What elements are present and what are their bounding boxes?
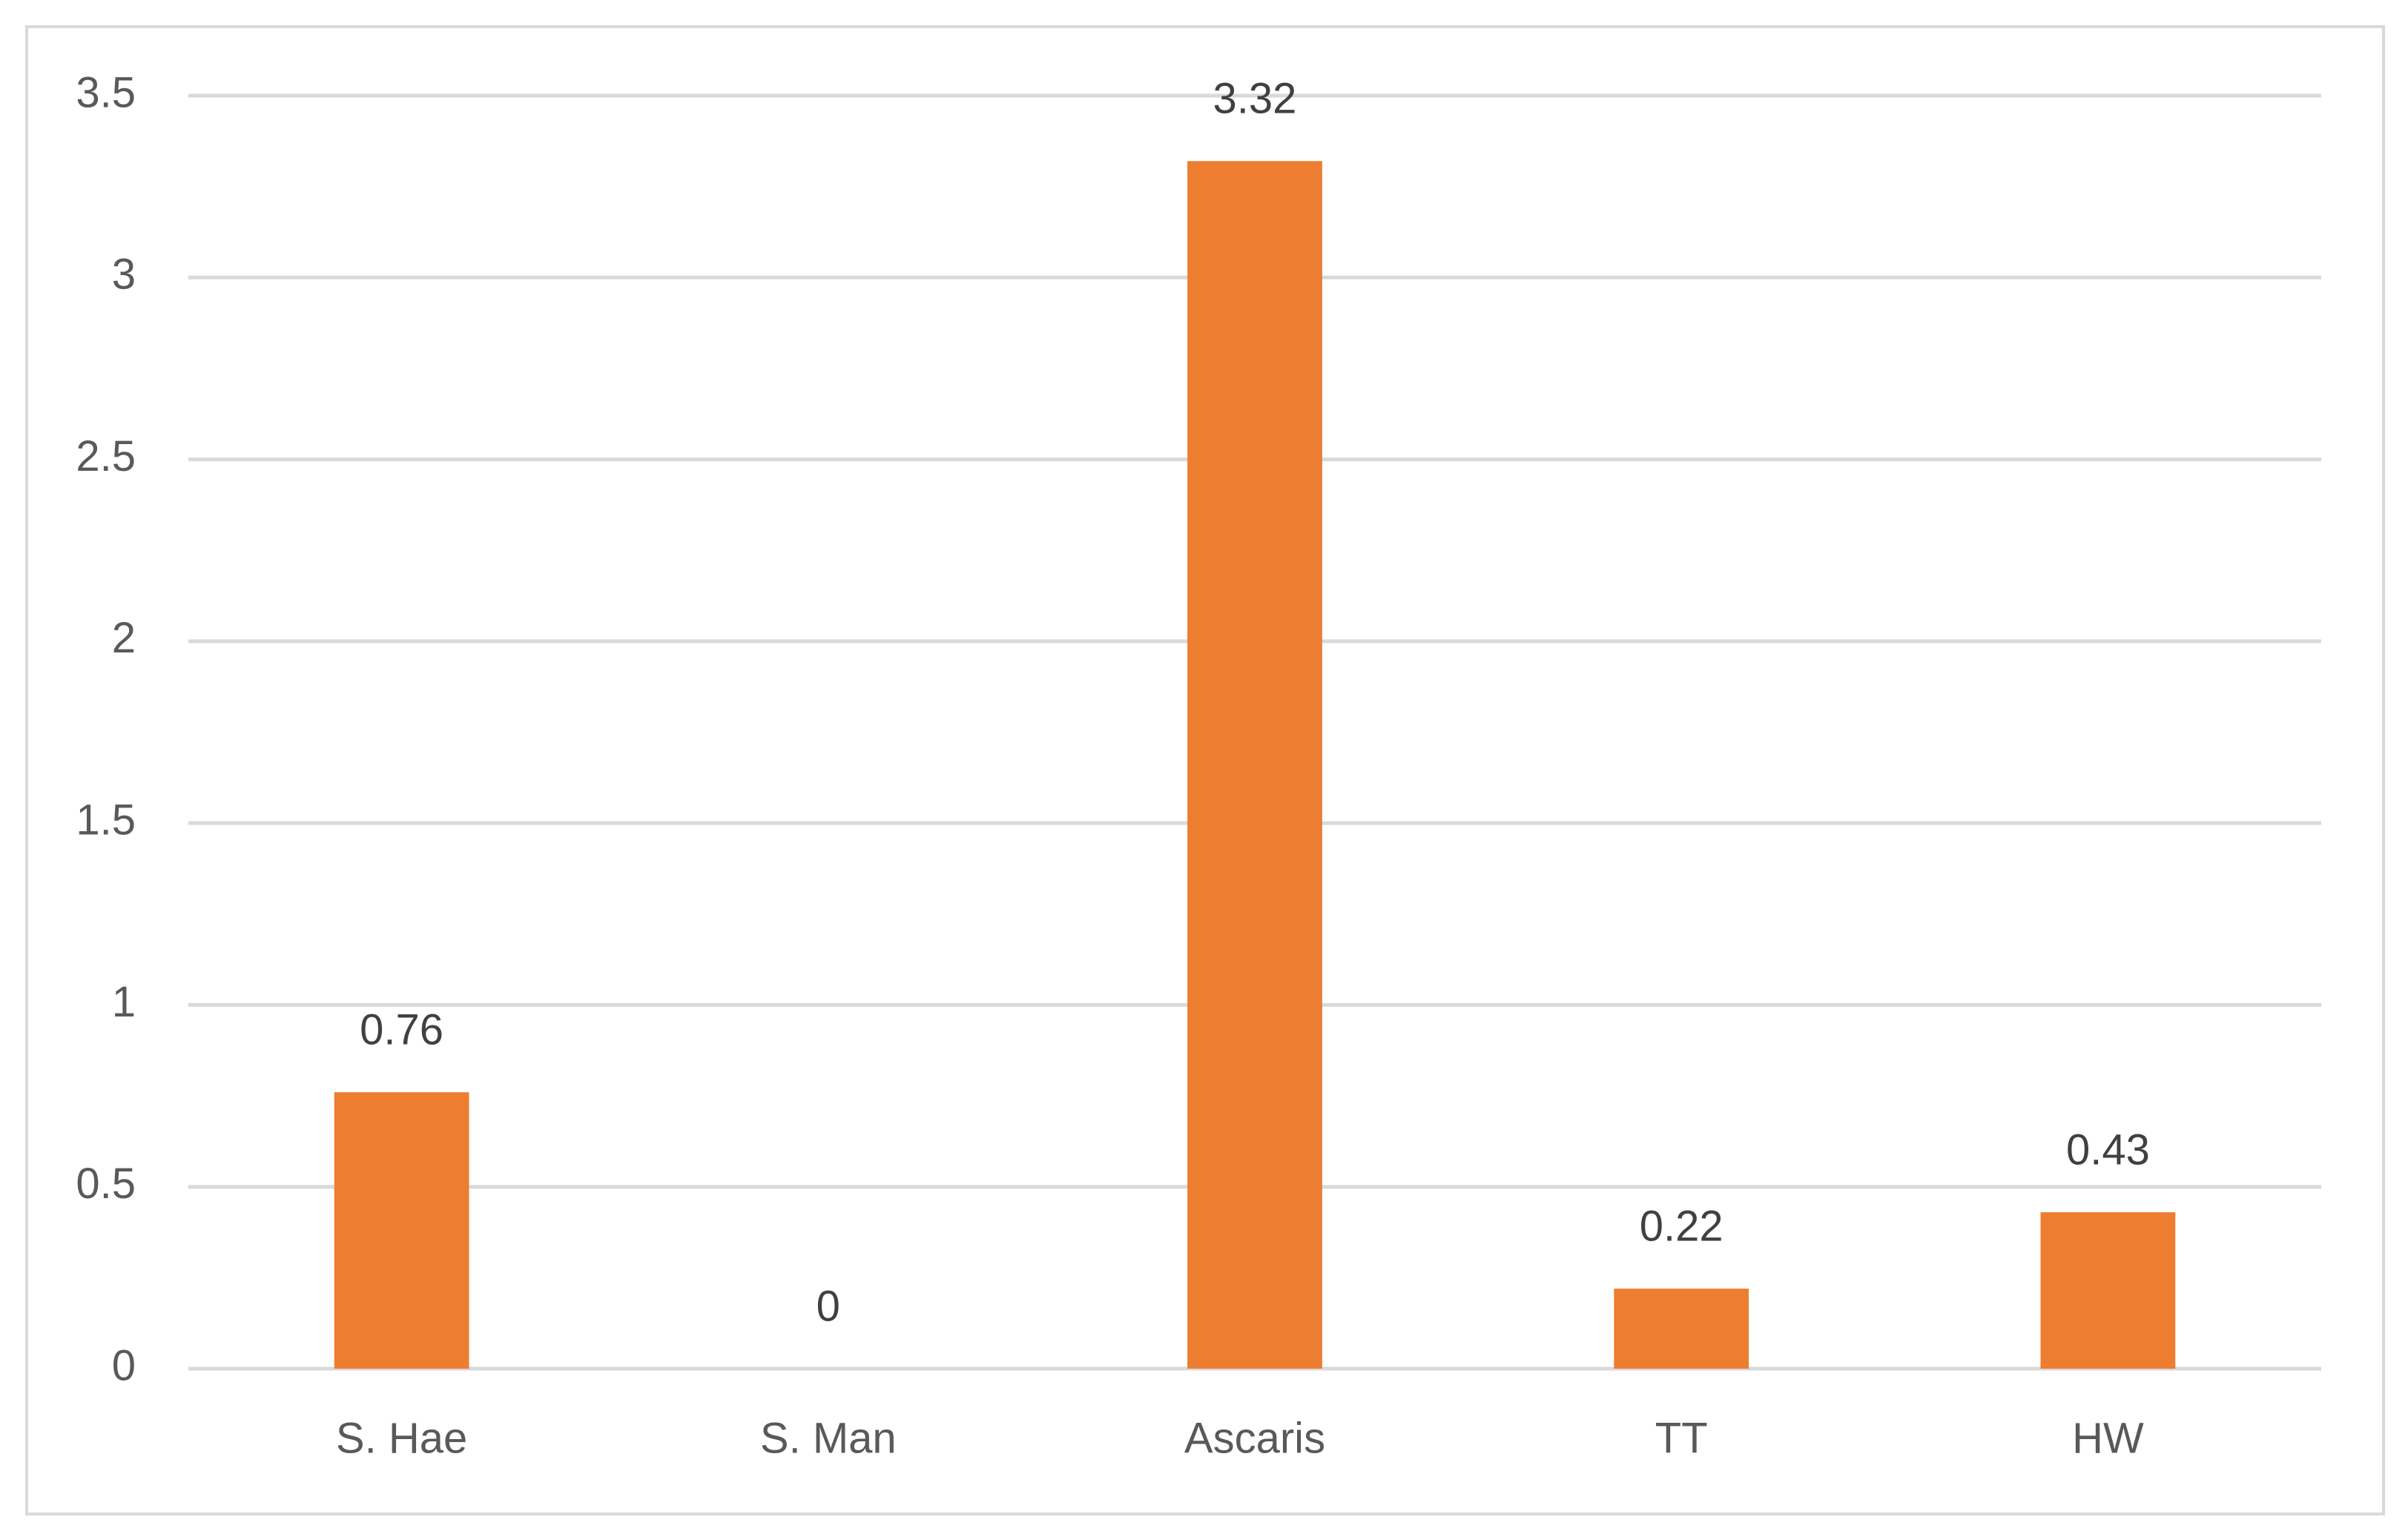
y-tick-label: 3.5 [76,68,136,116]
value-label: 0.76 [360,1005,443,1054]
y-tick-label: 0.5 [76,1160,136,1208]
y-tick-label: 3 [112,251,136,299]
value-label: 0.43 [2066,1125,2150,1174]
y-tick-label: 2 [112,614,136,662]
y-tick-label: 0 [112,1341,136,1389]
x-tick-label: Ascaris [1184,1414,1325,1462]
y-tick-label: 1.5 [76,796,136,844]
y-tick-label: 1 [112,978,136,1026]
bar [2040,1212,2176,1369]
bar [1614,1289,1749,1369]
value-label: 3.32 [1213,75,1297,123]
x-tick-label: S. Man [760,1414,897,1462]
x-tick-label: TT [1655,1414,1708,1462]
x-tick-label: S. Hae [336,1414,467,1462]
bar [334,1092,469,1369]
y-tick-label: 2.5 [76,432,136,480]
value-label: 0 [817,1282,840,1330]
value-label: 0.22 [1640,1202,1723,1250]
x-tick-label: HW [2072,1414,2144,1462]
bar [1187,161,1322,1369]
